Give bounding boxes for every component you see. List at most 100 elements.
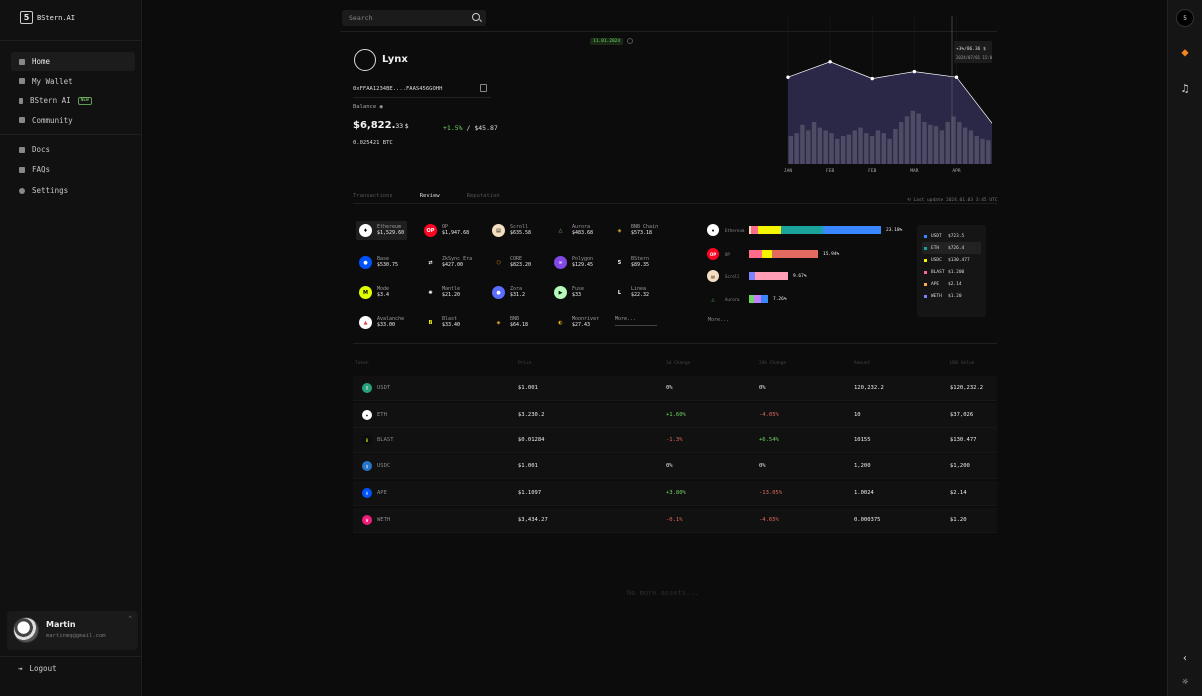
legend-item[interactable]: ETH $726.4	[922, 242, 981, 254]
volume-bar	[893, 129, 898, 164]
column-header[interactable]: Price	[518, 361, 532, 366]
token-mode[interactable]: M Mode $3.4	[356, 283, 392, 302]
token-bstern[interactable]: 5 BStern $89.35	[610, 253, 652, 272]
search-input[interactable]: Search	[342, 10, 486, 26]
column-header[interactable]: Amount	[854, 361, 871, 366]
token-name: Base	[377, 256, 390, 262]
legend-item[interactable]: USDC $130.477	[922, 254, 981, 266]
column-header[interactable]: 1d Change	[666, 361, 691, 366]
nav-item-wallet[interactable]: My Wallet	[11, 72, 135, 91]
token-base[interactable]: ● Base $530.75	[356, 253, 401, 272]
column-header[interactable]: 24h Change	[759, 361, 787, 366]
token-aurora[interactable]: △ Aurora $483.68	[551, 221, 596, 240]
balance-chart[interactable]: +3%/86.36 $ 2024/07/01 15:01:23 JAN FEB FEB M…	[642, 16, 992, 192]
legend-value: $1.200	[948, 269, 965, 275]
tab-reputation[interactable]: Reputation	[466, 193, 500, 199]
column-header[interactable]: USD Value	[950, 361, 975, 366]
token-polygon[interactable]: ∞ Polygon $129.45	[551, 253, 596, 272]
legend-item[interactable]: WETH $1.20	[922, 290, 981, 302]
table-row[interactable]: W WETH $3,434.27 -0.1% -4.65% 0.000375 $…	[353, 508, 997, 533]
token-bnb-chain[interactable]: ◈ BNB Chain $573.18	[610, 221, 661, 240]
eye-icon[interactable]: ◉	[379, 104, 383, 110]
x-tick-label: APR	[952, 168, 960, 174]
table-row[interactable]: ♦ ETH $3.230.2 +1.60% -4.05% 10 $37,026	[353, 403, 997, 428]
token-moonriver[interactable]: ◐ Moonriver $27.43	[551, 313, 602, 332]
cell-price: $3,434.27	[518, 517, 548, 523]
distribution-row[interactable]: ♦ Ethereum 23.18%	[707, 224, 902, 236]
search-icon[interactable]	[472, 13, 480, 21]
data-point	[912, 69, 917, 74]
token-bnb[interactable]: ◈ BNB $64.18	[489, 313, 531, 332]
table-row[interactable]: ₮ USDT $1.001 0% 0% 120,232.2 $120,232.2	[353, 376, 997, 401]
token-icon: ▤	[707, 270, 719, 282]
logout-button[interactable]: ⇥ Logout	[18, 664, 57, 673]
metamask-icon[interactable]: ◆	[1181, 45, 1189, 59]
distribution-segment	[749, 226, 751, 234]
token-icon: ∞	[554, 256, 567, 269]
token-linea[interactable]: L Linea $22.32	[610, 283, 652, 302]
copy-icon[interactable]	[480, 84, 487, 92]
bstern-rail-icon[interactable]: 5	[1176, 9, 1194, 27]
token-op[interactable]: OP OP $1,947.68	[421, 221, 472, 240]
tokens-more-link[interactable]: More...	[615, 316, 657, 326]
token-ethereum[interactable]: ♦ Ethereum $1,529.60	[356, 221, 408, 240]
cell-price: $1.001	[518, 385, 538, 391]
sun-icon[interactable]: ☼	[1181, 676, 1189, 688]
legend-key: USDT	[931, 233, 942, 239]
column-header[interactable]: Token	[355, 361, 369, 366]
distribution-row[interactable]: △ Aurora 7.26%	[707, 293, 787, 305]
cell-usd-value: $130.477	[950, 437, 977, 443]
volume-bar	[788, 136, 794, 164]
token-fuse[interactable]: ▶ Fuse $33	[551, 283, 587, 302]
volume-bar	[887, 138, 892, 164]
token-core[interactable]: ⬡ CORE $823.20	[489, 253, 534, 272]
distribution-row[interactable]: ▤ Scroll 9.67%	[707, 270, 807, 282]
nav-item-docs[interactable]: Docs	[11, 140, 135, 159]
distribution-row[interactable]: OP OP 15.94%	[707, 248, 839, 260]
logout-label: Logout	[29, 664, 57, 673]
token-blast[interactable]: B Blast $33.40	[421, 313, 463, 332]
gear-icon	[19, 187, 25, 194]
nav-item-faqs[interactable]: FAQs	[11, 160, 135, 179]
tab-transactions[interactable]: Transactions	[353, 193, 393, 199]
avatar	[13, 617, 39, 643]
token-zksync-era[interactable]: ⇄ ZkSync Era $427.00	[421, 253, 475, 272]
token-icon: B	[362, 435, 372, 445]
distribution-segment	[749, 272, 755, 280]
nav-item-settings[interactable]: Settings	[11, 181, 135, 200]
tab-review[interactable]: Review	[419, 193, 440, 199]
token-avalanche[interactable]: ▲ Avalanche $33.00	[356, 313, 407, 332]
cell-usd-value: $1,200	[950, 463, 970, 469]
nav-item-community[interactable]: Community	[11, 111, 135, 130]
legend-item[interactable]: USDT $723.5	[922, 230, 981, 242]
chevron-updown-icon[interactable]: ⌃	[128, 615, 132, 622]
nav-item-home[interactable]: Home	[11, 52, 135, 71]
legend-key: WETH	[931, 293, 942, 299]
nav-label: BStern AI	[30, 96, 71, 105]
mic-icon	[19, 97, 23, 104]
balance-btc: 0.025421 BTC	[353, 140, 393, 146]
token-icon: W	[362, 515, 372, 525]
nav-item-bstern-ai[interactable]: BStern AI NEW	[11, 91, 135, 110]
token-scroll[interactable]: ▤ Scroll $635.58	[489, 221, 534, 240]
distribution-more-link[interactable]: More...	[708, 317, 730, 323]
app-logo[interactable]: 5 BStern.AI	[20, 11, 75, 24]
volume-bar	[898, 122, 904, 164]
user-card[interactable]: Martin martinmq@gmail.com ⌃	[7, 611, 138, 650]
token-icon: ●	[492, 286, 505, 299]
header-divider	[340, 31, 997, 32]
token-mantle[interactable]: ✺ Mantle $21.20	[421, 283, 463, 302]
table-row[interactable]: $ USDC $1.001 0% 0% 1,200 $1,200	[353, 454, 997, 479]
bell-icon[interactable]: ♫	[1181, 81, 1189, 95]
cell-price: $1.001	[518, 463, 538, 469]
cell-24h-change: +6.54%	[759, 437, 779, 443]
tooltip-value: +3%/86.36 $	[956, 46, 986, 52]
info-icon[interactable]	[627, 38, 633, 44]
token-zora[interactable]: ● Zora $31.2	[489, 283, 528, 302]
doc-icon	[19, 166, 25, 173]
chevron-left-icon[interactable]: ‹	[1181, 652, 1189, 664]
legend-item[interactable]: APE $2.14	[922, 278, 981, 290]
table-row[interactable]: A APE $1.1097 +3.80% -13.05% 1.0024 $2.1…	[353, 481, 997, 506]
table-row[interactable]: B BLAST $0.01284 -1.3% +6.54% 10155 $130…	[353, 428, 997, 453]
legend-item[interactable]: BLAST $1.200	[922, 266, 981, 278]
